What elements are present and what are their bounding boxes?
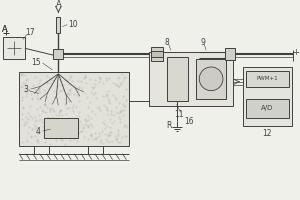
Bar xyxy=(225,48,235,60)
Bar xyxy=(19,72,129,146)
Bar xyxy=(151,51,163,57)
Bar xyxy=(246,99,289,118)
Text: 8: 8 xyxy=(164,38,169,47)
Text: 4: 4 xyxy=(36,127,40,136)
Text: +: + xyxy=(292,48,299,57)
Text: PWM+1: PWM+1 xyxy=(256,76,278,81)
Bar xyxy=(53,49,63,59)
Bar xyxy=(246,71,289,87)
Bar xyxy=(151,47,163,61)
Bar xyxy=(243,67,292,126)
Text: 3: 3 xyxy=(23,85,28,94)
Text: 11: 11 xyxy=(174,110,183,119)
Text: 10: 10 xyxy=(68,20,78,29)
Text: A: A xyxy=(2,25,8,34)
Text: R: R xyxy=(166,121,171,130)
Bar xyxy=(44,118,78,138)
Text: 12: 12 xyxy=(262,129,272,138)
Bar xyxy=(149,52,233,106)
Circle shape xyxy=(199,67,223,91)
Text: A/D: A/D xyxy=(261,105,274,111)
Bar xyxy=(196,59,226,99)
Text: 17: 17 xyxy=(25,28,34,37)
Text: 15: 15 xyxy=(31,58,40,67)
Bar xyxy=(167,57,188,101)
Text: A: A xyxy=(2,25,8,34)
Text: 9: 9 xyxy=(201,38,206,47)
Bar xyxy=(3,37,25,59)
Bar xyxy=(56,17,60,33)
Text: 16: 16 xyxy=(184,117,194,126)
Text: A: A xyxy=(56,0,61,9)
